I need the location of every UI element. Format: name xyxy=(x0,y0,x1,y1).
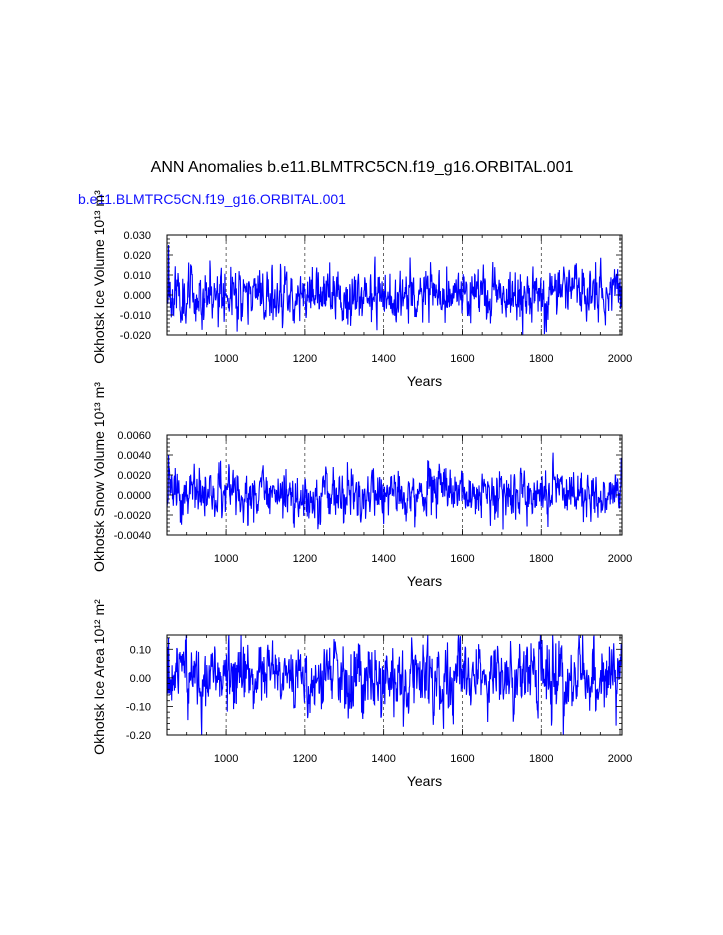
series-line xyxy=(166,452,623,530)
x-tick-label: 1000 xyxy=(214,753,238,765)
y-tick-label: -0.020 xyxy=(120,330,151,342)
y-tick-label: 0.0020 xyxy=(117,470,151,482)
x-tick-label: 1000 xyxy=(214,353,238,365)
y-axis-label: Okhotsk Ice Area 10¹² m² xyxy=(91,599,107,755)
x-tick-label: 1200 xyxy=(293,353,317,365)
y-tick-label: 0.0060 xyxy=(117,430,151,442)
series-line xyxy=(166,244,623,336)
y-tick-label: -0.20 xyxy=(126,730,151,742)
x-axis-label: Years xyxy=(407,773,442,789)
x-tick-label: 1400 xyxy=(371,353,395,365)
plot-frame xyxy=(166,634,623,736)
y-tick-label: 0.030 xyxy=(123,230,151,242)
chart-panel-1: 1000 1200 1400 1600 1800 2000 -0.020 -0.010 0.00… xyxy=(91,190,632,389)
y-tick-label: 0.020 xyxy=(123,250,151,262)
x-tick-label: 1000 xyxy=(214,553,238,565)
y-tick-label: -0.0040 xyxy=(114,530,151,542)
y-tick-label: -0.010 xyxy=(120,310,151,322)
y-tick-label: 0.00 xyxy=(130,673,151,685)
x-tick-label: 2000 xyxy=(608,353,632,365)
plot-frame xyxy=(166,234,623,336)
y-tick-label: 0.0040 xyxy=(117,450,151,462)
x-tick-label: 2000 xyxy=(608,553,632,565)
y-tick-label: 0.0000 xyxy=(117,490,151,502)
y-tick-label: 0.000 xyxy=(123,290,151,302)
x-tick-label: 1800 xyxy=(529,553,553,565)
x-tick-label: 1800 xyxy=(529,353,553,365)
chart-panel-3: 1000 1200 1400 1600 1800 2000 -0.20 -0.10 0.00 0.… xyxy=(91,599,632,789)
x-tick-label: 1200 xyxy=(293,753,317,765)
y-tick-label: 0.010 xyxy=(123,270,151,282)
x-axis-label: Years xyxy=(407,573,442,589)
plot-frame xyxy=(166,434,623,536)
x-tick-label: 1600 xyxy=(450,753,474,765)
figure-title: ANN Anomalies b.e11.BLMTRC5CN.f19_g16.OR… xyxy=(151,159,574,176)
y-axis-label: Okhotsk Ice Volume 10¹³ m³ xyxy=(91,190,107,364)
x-tick-label: 1600 xyxy=(450,353,474,365)
x-tick-label: 1600 xyxy=(450,553,474,565)
x-tick-label: 1800 xyxy=(529,753,553,765)
x-tick-label: 1400 xyxy=(371,753,395,765)
figure-subtitle: b.e11.BLMTRC5CN.f19_g16.ORBITAL.001 xyxy=(78,191,346,207)
series-line xyxy=(166,634,623,736)
chart-panel-2: 1000 1200 1400 1600 1800 2000 -0.0040 -0.0020 0.… xyxy=(91,382,632,589)
x-tick-label: 1200 xyxy=(293,553,317,565)
y-tick-label: 0.10 xyxy=(130,644,151,656)
panels: 1000 1200 1400 1600 1800 2000 -0.020 -0.010 0.00… xyxy=(91,190,632,789)
y-axis-label: Okhotsk Snow Volume 10¹³ m³ xyxy=(91,382,107,572)
y-tick-label: -0.0020 xyxy=(114,510,151,522)
y-tick-label: -0.10 xyxy=(126,701,151,713)
x-tick-label: 2000 xyxy=(608,753,632,765)
x-tick-label: 1400 xyxy=(371,553,395,565)
x-axis-label: Years xyxy=(407,373,442,389)
